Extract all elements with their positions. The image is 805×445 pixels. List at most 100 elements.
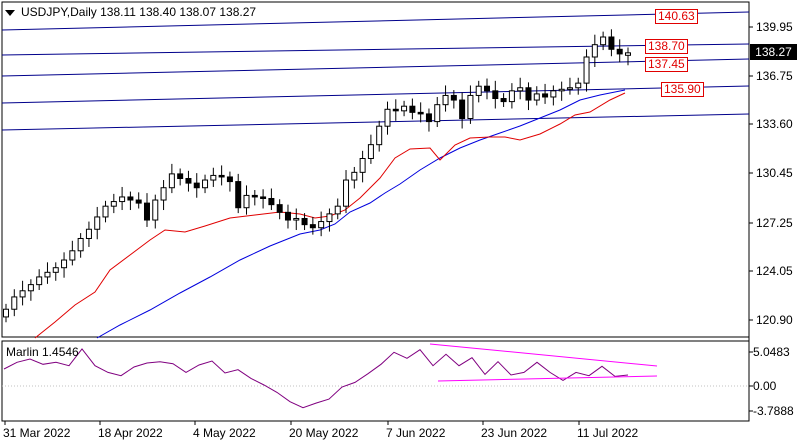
time-axis-label: 18 Apr 2022 [98,426,163,440]
candle-body [517,87,524,92]
candle-body [44,271,51,278]
main-pane-frame [1,1,750,338]
triangle-down-icon[interactable] [5,10,15,16]
candle-body [11,296,18,310]
candle-body [467,94,474,120]
level-tag-135-90[interactable]: 135.90 [661,82,704,97]
candle-body [525,87,532,101]
candle-body [102,205,109,218]
time-axis-label: 11 Jul 2022 [577,426,639,440]
candle-body [61,259,68,269]
channel-line [1,43,750,56]
candle-body [276,204,283,213]
candle-body [550,90,557,98]
time-axis-label: 31 Mar 2022 [3,426,71,440]
candle-body [309,224,316,229]
candle-body [94,216,101,230]
candle-body [251,194,258,198]
ma-slow-line [96,89,626,339]
price-axis-label: 124.05 [756,264,793,278]
candle-body [185,177,192,184]
candle-body [508,90,515,103]
candle-body [19,290,26,298]
candle-body [3,308,9,318]
candle-body [218,174,225,178]
time-axis-label: 20 May 2022 [289,426,359,440]
price-axis-label: 120.90 [756,313,793,327]
time-axis-label: 4 May 2022 [193,426,256,440]
time-axis-label: 23 Jun 2022 [481,426,548,440]
channel-line [1,113,750,131]
candle-body [260,196,267,199]
candle-body [616,48,623,55]
price-axis-label: 136.75 [756,69,793,83]
candle-body [384,108,391,127]
channel-line [1,58,750,77]
price-axis-ticks [749,26,753,412]
price-axis-label: 127.25 [756,216,793,230]
price-axis-label: 130.45 [756,166,793,180]
indicator-axis-label: 5.0483 [753,345,790,359]
candle-body [500,98,507,103]
candlestick-series [3,29,631,323]
candle-body [392,108,399,112]
candle-body [135,199,142,204]
candle-body [268,197,275,206]
candle-body [284,211,291,221]
candle-body [608,36,615,50]
channel-line [1,11,750,31]
candle-body [326,213,333,223]
candle-body [318,221,325,229]
indicator-pane-frame [1,340,750,422]
time-axis-label: 7 Jun 2022 [386,426,446,440]
candle-body [450,94,457,101]
time-axis-ticks [4,421,580,425]
candle-body [127,196,134,201]
last-price-marker: 138.27 [750,44,797,60]
indicator-axis-label: 0.00 [753,379,777,393]
candle-body [293,217,300,221]
candle-body [492,90,499,100]
candle-body [77,237,84,252]
candle-body [434,104,441,123]
candle-body [210,174,217,181]
candle-body [52,267,59,273]
indicator-axis-label: -3.7888 [753,404,794,418]
level-tag-137-45[interactable]: 137.45 [645,57,688,72]
divergence-lower-line [437,375,658,382]
candle-body [558,88,565,92]
candle-body [177,173,184,179]
candle-body [226,176,233,183]
candle-body [334,205,341,215]
ma-fast-line [34,92,626,339]
candle-body [600,36,607,46]
candle-body [119,196,126,203]
candle-body [168,173,175,189]
channel-line [1,85,750,104]
candle-body [69,250,76,261]
symbol-info: USDJPY,Daily 138.11 138.40 138.07 138.27 [21,5,257,19]
candle-body [235,181,242,209]
price-axis-label: 133.60 [756,117,793,131]
candle-body [343,179,350,207]
candle-body [27,284,34,292]
candle-body [160,187,167,201]
candle-body [367,144,374,160]
level-tag-138-70[interactable]: 138.70 [645,39,688,54]
candle-body [475,85,482,96]
candle-body [625,52,631,56]
candle-body [566,87,573,90]
candle-body [442,94,449,106]
level-tag-140-63[interactable]: 140.63 [655,9,698,24]
divergence-upper-line [429,343,658,367]
candle-body [359,158,366,173]
candle-body [583,56,590,84]
indicator-title: Marlin 1.4546 [6,345,79,359]
candle-body [110,201,117,207]
candle-body [484,85,491,92]
candle-body [401,105,408,112]
candle-body [243,194,250,209]
candle-body [36,276,43,286]
